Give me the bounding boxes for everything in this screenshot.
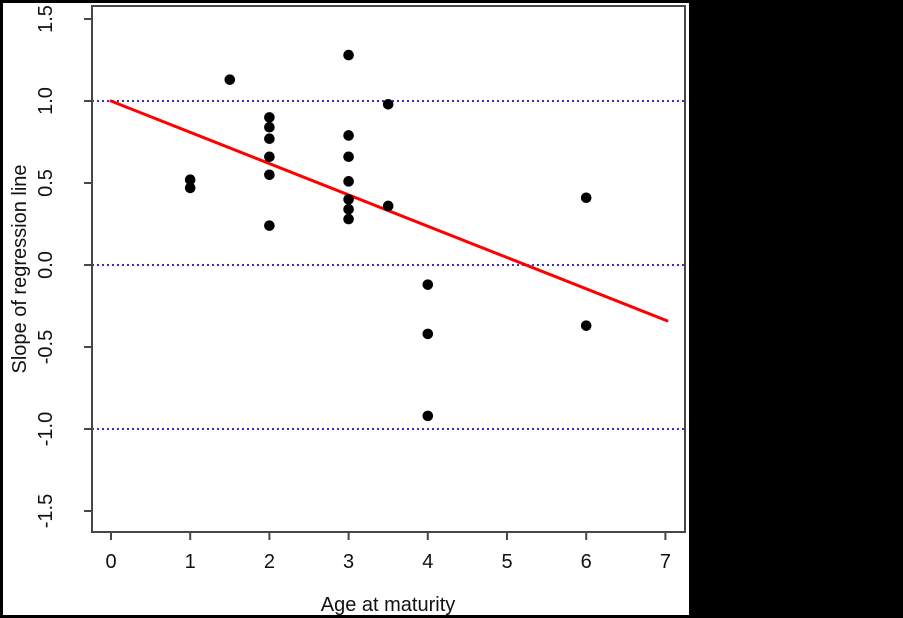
- x-tick-label: 3: [343, 551, 355, 573]
- x-tick-label: 7: [659, 551, 671, 573]
- y-axis-title: Slope of regression line: [9, 164, 31, 374]
- y-tick-label: 1.0: [35, 87, 57, 115]
- y-tick-label: 0.0: [35, 251, 57, 279]
- x-tick-label: 4: [422, 551, 434, 573]
- y-tick-label: -1.0: [35, 411, 57, 447]
- x-tick-label: 2: [263, 551, 275, 573]
- x-tick-label: 1: [184, 551, 196, 573]
- y-tick-label: 1.5: [35, 5, 57, 33]
- y-tick-label: -0.5: [35, 329, 57, 365]
- x-axis-title: Age at maturity: [320, 594, 456, 616]
- y-tick-label: 0.5: [35, 169, 57, 197]
- y-tick-label: -1.5: [35, 493, 57, 529]
- x-tick-label: 6: [580, 551, 592, 573]
- x-tick-label: 5: [501, 551, 513, 573]
- x-tick-label: 0: [105, 551, 117, 573]
